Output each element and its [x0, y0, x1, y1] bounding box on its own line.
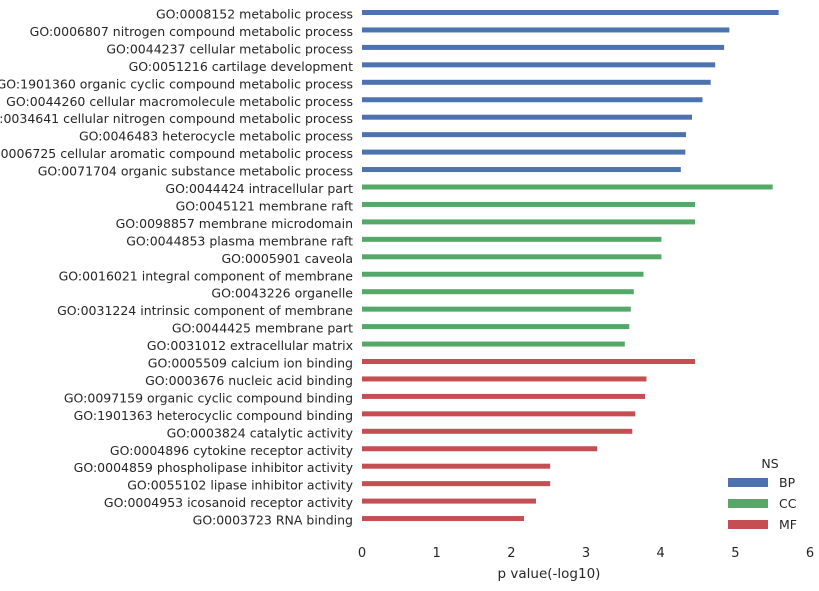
bar-cc: [362, 324, 630, 330]
bar-bp: [362, 167, 681, 173]
bar-bp: [362, 79, 711, 85]
category-label: GO:0003676 nucleic acid binding: [145, 373, 353, 388]
bar-cc: [362, 184, 773, 190]
bar-mf: [362, 446, 598, 452]
x-tick-label: 6: [806, 546, 814, 561]
category-label: GO:1901363 heterocyclic compound binding: [74, 408, 353, 423]
category-label: GO:0051216 cartilage development: [129, 59, 353, 74]
category-label: GO:0003824 catalytic activity: [167, 425, 354, 440]
category-label: GO:0034641 cellular nitrogen compound me…: [0, 111, 353, 126]
category-label: GO:0005509 calcium ion binding: [148, 356, 353, 371]
bar-mf: [362, 463, 551, 469]
bar-bp: [362, 97, 703, 103]
bars-layer: [362, 10, 779, 522]
bar-mf: [362, 393, 645, 399]
bar-cc: [362, 201, 696, 207]
bar-mf: [362, 498, 536, 504]
category-label: GO:0071704 organic substance metabolic p…: [38, 164, 353, 179]
bar-bp: [362, 27, 730, 33]
legend-title: NS: [761, 456, 778, 471]
legend-label-cc: CC: [779, 496, 797, 511]
category-label: GO:1901360 organic cyclic compound metab…: [0, 76, 353, 91]
legend-swatch-mf: [728, 520, 768, 529]
bar-bp: [362, 114, 693, 120]
category-label: GO:0044425 membrane part: [172, 321, 353, 336]
bar-mf: [362, 376, 647, 382]
category-label: GO:0006725 cellular aromatic compound me…: [0, 146, 353, 161]
bar-mf: [362, 359, 696, 364]
bar-mf: [362, 516, 525, 522]
bar-bp: [362, 62, 716, 68]
category-label: GO:0004896 cytokine receptor activity: [110, 443, 354, 458]
bar-bp: [362, 132, 687, 138]
bar-bp: [362, 44, 725, 50]
category-label: GO:0004859 phospholipase inhibitor activ…: [74, 460, 354, 475]
category-label: GO:0031224 intrinsic component of membra…: [57, 303, 353, 318]
category-label: GO:0044237 cellular metabolic process: [106, 41, 353, 56]
bar-bp: [362, 149, 686, 155]
category-label: GO:0031012 extracellular matrix: [147, 338, 353, 353]
legend-label-bp: BP: [779, 475, 796, 490]
x-tick-label: 2: [507, 546, 515, 561]
category-label: GO:0045121 membrane raft: [176, 198, 354, 213]
legend-swatch-bp: [728, 478, 768, 487]
x-tick-label: 4: [657, 546, 665, 561]
category-labels: GO:0008152 metabolic process GO:0006807 n…: [0, 7, 354, 528]
x-axis: 0 1 2 3 4 5 6: [358, 546, 814, 561]
bar-mf: [362, 428, 633, 434]
category-label: GO:0004953 icosanoid receptor activity: [104, 495, 354, 510]
bar-cc: [362, 236, 662, 242]
bar-cc: [362, 219, 696, 225]
bar-cc: [362, 271, 644, 277]
bar-mf: [362, 481, 551, 487]
category-label: GO:0006807 nitrogen compound metabolic p…: [30, 24, 353, 39]
category-label: GO:0044853 plasma membrane raft: [126, 233, 353, 248]
category-label: GO:0003723 RNA binding: [193, 513, 353, 528]
legend-swatch-cc: [728, 499, 768, 508]
x-tick-label: 3: [582, 546, 590, 561]
category-label: GO:0044424 intracellular part: [165, 181, 353, 196]
bar-mf: [362, 411, 636, 417]
x-tick-label: 5: [731, 546, 739, 561]
bar-cc: [362, 254, 662, 260]
bar-bp: [362, 10, 779, 15]
x-tick-label: 0: [358, 546, 366, 561]
category-label: GO:0097159 organic cyclic compound bindi…: [64, 390, 353, 405]
bar-cc: [362, 289, 634, 295]
x-axis-title: p value(-log10): [498, 566, 601, 582]
category-label: GO:0046483 heterocycle metabolic process: [79, 129, 353, 144]
x-tick-label: 1: [433, 546, 441, 561]
category-label: GO:0016021 integral component of membran…: [59, 268, 354, 283]
category-label: GO:0098857 membrane microdomain: [116, 216, 353, 231]
category-label: GO:0055102 lipase inhibitor activity: [127, 478, 353, 493]
legend-label-mf: MF: [779, 517, 797, 532]
category-label: GO:0044260 cellular macromolecule metabo…: [6, 94, 353, 109]
category-label: GO:0043226 organelle: [211, 286, 353, 301]
bar-cc: [362, 341, 625, 347]
category-label: GO:0005901 caveola: [221, 251, 353, 266]
bar-cc: [362, 306, 631, 312]
category-label: GO:0008152 metabolic process: [156, 7, 353, 22]
